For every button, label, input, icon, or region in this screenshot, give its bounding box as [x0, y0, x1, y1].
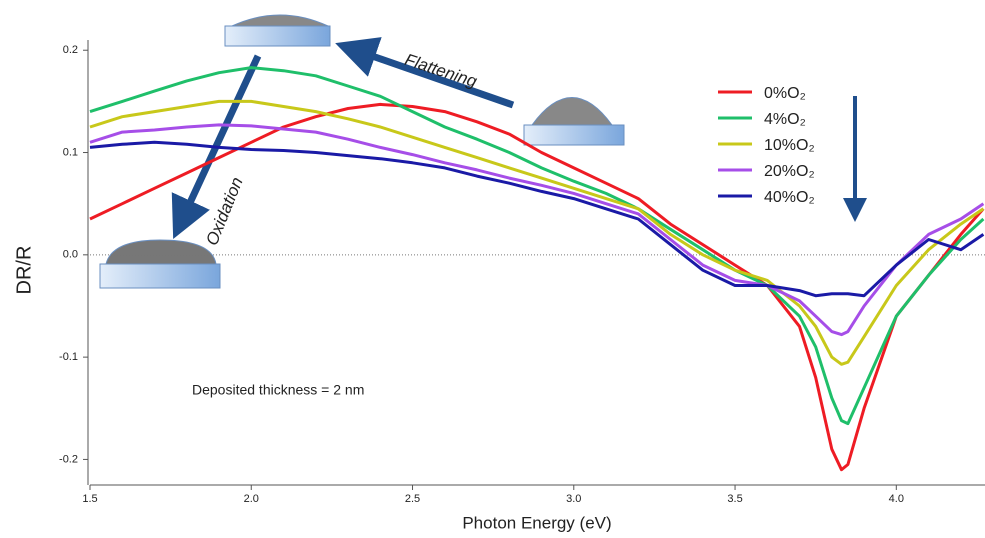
x-axis-label: Photon Energy (eV) — [462, 513, 611, 532]
series-line — [89, 66, 985, 426]
series-line — [89, 102, 985, 472]
x-tick-label: 2.0 — [244, 493, 259, 505]
series-line — [89, 123, 985, 337]
x-tick-label: 2.5 — [405, 493, 420, 505]
annotation: Flattening — [402, 50, 479, 91]
legend-label: 20%O₂ — [764, 163, 815, 180]
x-tick-label: 4.0 — [889, 493, 904, 505]
legend-label: 4%O₂ — [764, 111, 806, 128]
y-axis-label: DR/R — [13, 246, 35, 295]
icon — [99, 14, 867, 289]
legend-label: 0%O₂ — [764, 85, 806, 102]
annotation: Deposited thickness = 2 nm — [192, 382, 364, 398]
annotation: Oxidation — [202, 174, 247, 248]
x-tick-label: 3.5 — [727, 493, 742, 505]
x-tick-label: 1.5 — [82, 493, 97, 505]
legend-label: 40%O₂ — [764, 189, 815, 206]
y-tick-label: 0.2 — [63, 44, 78, 56]
x-tick-label: 3.0 — [566, 493, 581, 505]
legend-label: 10%O₂ — [764, 137, 815, 154]
y-tick-label: -0.1 — [59, 351, 78, 363]
series-line — [89, 99, 985, 366]
y-tick-label: 0.0 — [63, 249, 78, 261]
series-line — [89, 140, 985, 298]
y-tick-label: 0.1 — [63, 146, 78, 158]
y-tick-label: -0.2 — [59, 453, 78, 465]
